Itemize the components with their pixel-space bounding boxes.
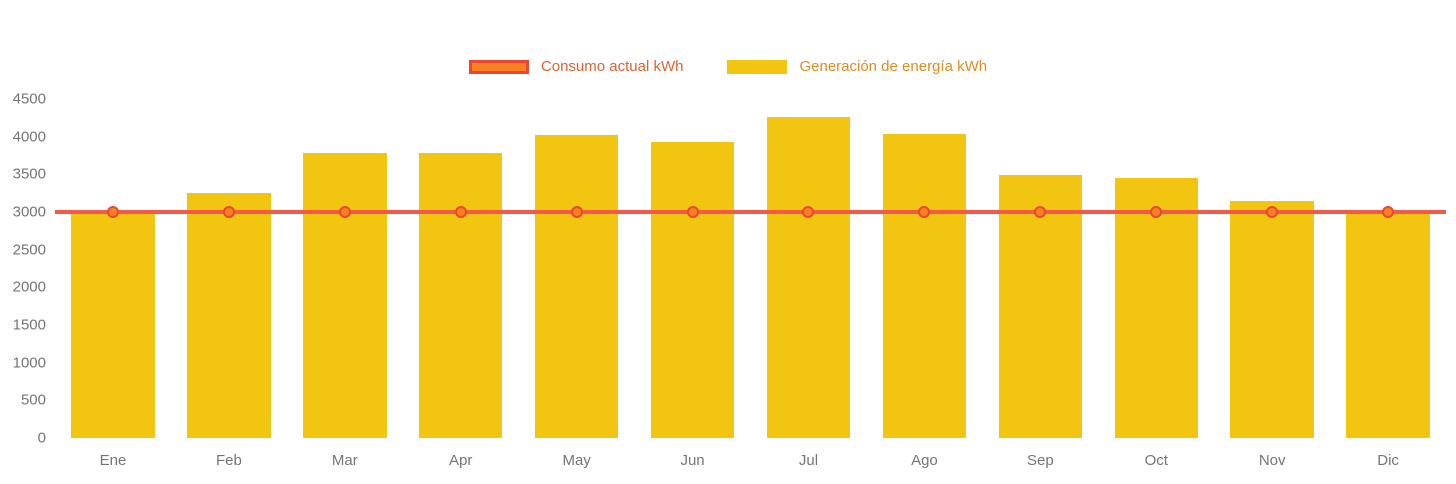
x-tick-label: Mar [331,452,358,469]
bar-may [534,135,619,438]
y-tick-label: 4500 [12,90,46,108]
bar-ago [882,134,967,438]
consumo-line-swatch-icon [468,59,529,74]
y-tick-label: 0 [37,429,46,447]
bar-slot [287,99,403,438]
bar-slot [519,99,635,438]
x-tick-label: Apr [449,452,473,469]
y-tick-label: 2000 [12,278,46,296]
x-tick-label: Dic [1377,452,1399,469]
y-tick-label: 4000 [12,128,46,146]
legend-label-consumo: Consumo actual kWh [540,58,684,75]
bar-slot [866,99,982,438]
x-tick-label: Ene [99,452,127,469]
bar-nov [1230,200,1314,438]
legend-item-generacion[interactable]: Generación de energía kWh [727,58,987,75]
y-tick-label: 1500 [12,316,46,334]
bar-dic [1346,213,1430,438]
legend-item-consumo[interactable]: Consumo actual kWh [468,58,684,75]
x-tick-label: Sep [1026,452,1054,469]
bars-layer [55,99,1446,438]
bar-sep [998,175,1083,438]
bar-slot [171,99,287,438]
bar-slot [403,99,519,438]
chart-legend: Consumo actual kWh Generación de energía… [0,58,1456,75]
x-tick-label: Jul [798,452,819,469]
x-axis: Ene Feb Mar Apr May Jun Jul Ago Sep Oct Nov Dic [55,452,1446,469]
bar-ene [71,213,155,438]
x-tick-label: Jun [680,452,705,469]
bar-mar [303,153,387,438]
y-tick-label: 500 [20,391,46,409]
bar-slot [1098,99,1214,438]
y-tick-label: 3500 [12,165,46,183]
bar-slot [751,99,867,438]
bar-apr [419,152,503,438]
bar-oct [1114,178,1198,438]
y-axis: 0 500 1000 1500 2000 2500 3000 3500 4000 4500 [0,92,46,446]
bar-slot [635,99,751,438]
plot-area [55,99,1446,438]
bar-slot [55,99,171,438]
consumption-line [55,210,1446,214]
x-tick-label: May [562,452,591,469]
x-tick-label: Ago [911,452,938,469]
x-tick-label: Oct [1144,452,1168,469]
generacion-bar-swatch-icon [727,59,788,74]
x-tick-label: Feb [215,452,242,469]
bar-slot [1214,99,1330,438]
bar-feb [187,193,271,438]
bar-slot [982,99,1098,438]
bar-jun [650,141,735,438]
y-tick-label: 3000 [12,203,46,221]
bar-jul [766,117,851,438]
legend-label-generacion: Generación de energía kWh [799,58,988,75]
y-tick-label: 2500 [12,241,46,259]
y-tick-label: 1000 [12,354,46,372]
bar-slot [1330,99,1446,438]
x-tick-label: Nov [1258,452,1286,469]
